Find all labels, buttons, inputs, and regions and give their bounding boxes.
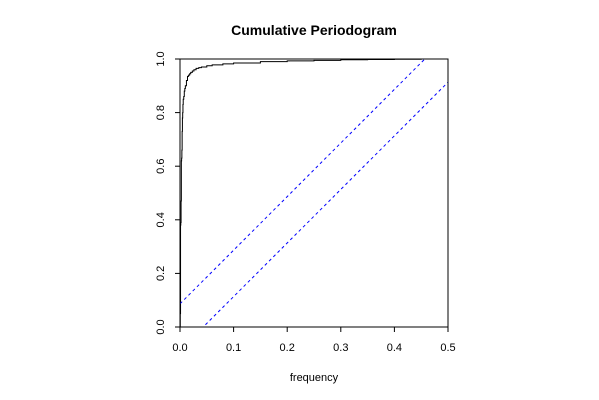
x-axis-label: frequency [290,372,339,384]
y-tick-label: 0.8 [155,105,167,120]
y-tick-label: 0.2 [155,266,167,281]
x-tick-label: 0.5 [440,342,455,354]
x-axis: 0.0 0.1 0.2 0.3 0.4 0.5 [172,327,456,354]
y-tick-label: 0.0 [155,319,167,334]
confidence-band-line-2 [202,81,448,327]
chart-title: Cumulative Periodogram [231,22,397,38]
plot-frame [179,58,449,328]
x-tick-label: 0.2 [280,342,295,354]
x-tick-label: 0.0 [172,342,187,354]
confidence-band-line-1 [180,59,426,305]
y-tick-label: 0.6 [155,159,167,174]
periodogram-line [180,59,448,327]
x-tick-label: 0.4 [387,342,402,354]
x-tick-label: 0.3 [333,342,348,354]
y-tick-label: 1.0 [155,51,167,66]
y-tick-label: 0.4 [155,212,167,227]
series-layer [180,59,448,327]
x-tick-label: 0.1 [226,342,241,354]
y-axis: 0.0 0.2 0.4 0.6 0.8 1.0 [155,51,180,335]
